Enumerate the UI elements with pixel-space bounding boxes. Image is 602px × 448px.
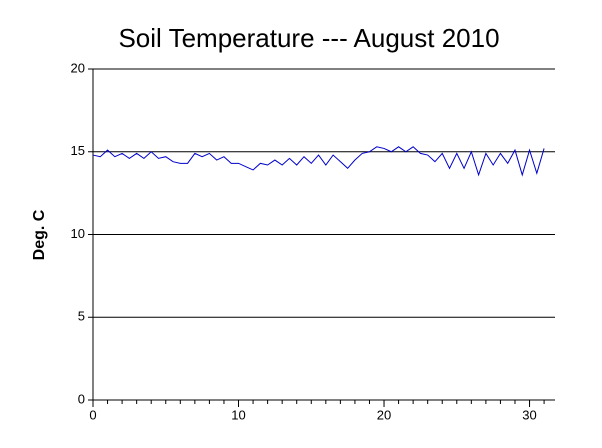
x-tick-label: 30 [522,407,536,422]
y-tick-label: 5 [78,309,85,324]
x-tick-label: 0 [89,407,96,422]
y-tick-label: 15 [71,143,85,158]
y-axis-label: Deg. C [31,209,48,260]
chart-title: Soil Temperature --- August 2010 [118,23,499,53]
y-tick-label: 10 [71,226,85,241]
data-line [92,146,545,177]
x-tick-label: 20 [377,407,391,422]
y-tick-label: 20 [71,60,85,75]
x-tick-label: 10 [231,407,245,422]
y-tick-label: 0 [78,391,85,406]
